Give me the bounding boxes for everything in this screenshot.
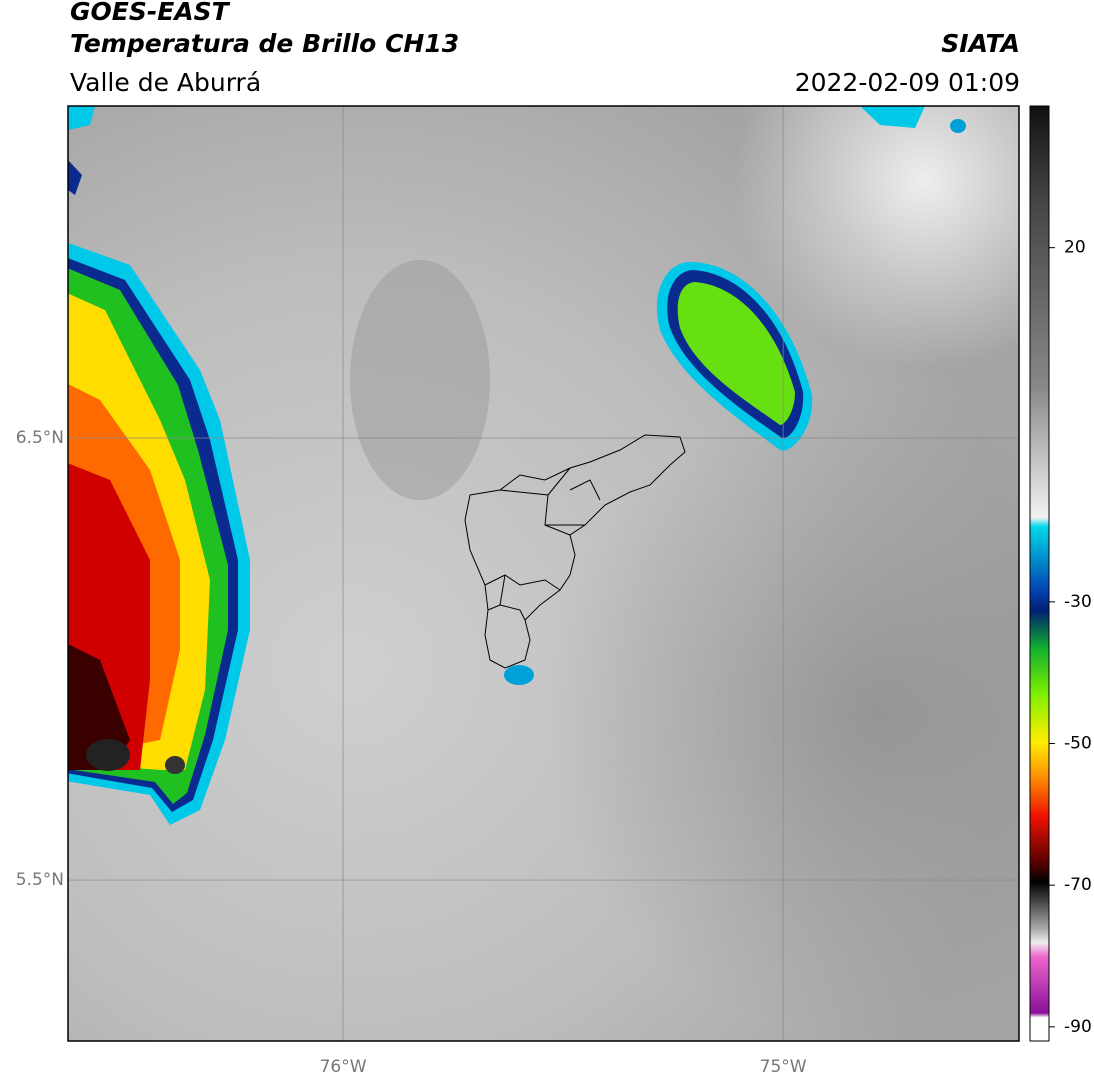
source-label: SIATA xyxy=(941,29,1020,58)
x-tick-label: 75°W xyxy=(760,1057,807,1077)
satellite-title: GOES-EAST xyxy=(70,0,229,26)
cold-cloud-edge xyxy=(68,160,82,195)
datetime-label: 2022-02-09 01:09 xyxy=(794,68,1020,97)
colorbar xyxy=(1029,105,1050,1042)
x-tick-label: 76°W xyxy=(320,1057,367,1077)
graticule xyxy=(68,106,1019,1041)
product-title: Temperatura de Brillo CH13 xyxy=(70,29,460,58)
cold-cloud-east xyxy=(656,262,813,451)
map-frame xyxy=(67,105,1020,1042)
colorbar-tick-label: 20 xyxy=(1064,238,1086,258)
valley-outline xyxy=(464,434,686,669)
region-subtitle: Valle de Aburrá xyxy=(70,68,262,97)
cold-cloud-edge xyxy=(68,106,95,130)
colorbar-tick-label: -70 xyxy=(1064,875,1092,895)
y-tick-label: 5.5°N xyxy=(16,870,64,890)
satellite-image xyxy=(68,106,1019,1041)
colorbar-tick-label: -30 xyxy=(1064,592,1092,612)
y-tick-label: 6.5°N xyxy=(16,428,64,448)
cold-cloud-small xyxy=(504,665,534,685)
colorbar-tick-label: -50 xyxy=(1064,734,1092,754)
cold-cloud-small xyxy=(950,119,966,133)
cold-cloud-edge xyxy=(860,106,925,128)
cold-cloud-west xyxy=(68,242,250,825)
colorbar-tick-label: -90 xyxy=(1064,1017,1092,1037)
